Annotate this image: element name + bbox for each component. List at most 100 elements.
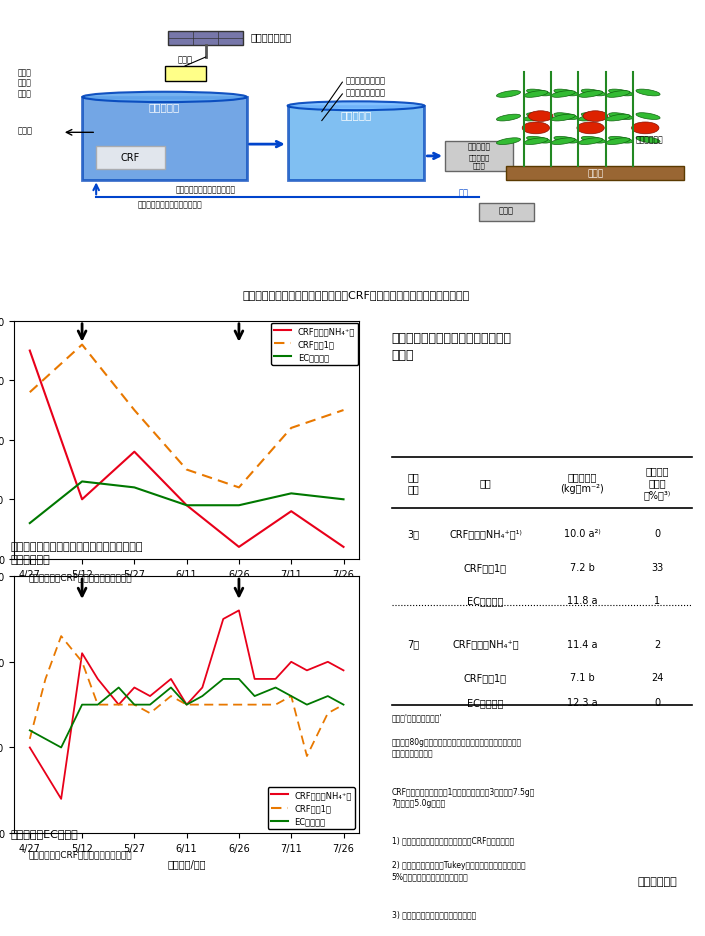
Legend: CRF分施・NH₄⁺減, CRF全量1回, EC濃度管理: CRF分施・NH₄⁺減, CRF全量1回, EC濃度管理	[271, 323, 358, 365]
Text: 下向き矢印はCRFを追加した時期を示す: 下向き矢印はCRFを追加した時期を示す	[28, 849, 132, 858]
Text: 2) 各播種期において、Tukeyの多重検定により同文字間に
5%水準で有意差がないことを表す: 2) 各播種期において、Tukeyの多重検定により同文字間に 5%水準で有意差が…	[392, 860, 525, 881]
X-axis label: 日付（月/日）: 日付（月/日）	[167, 584, 206, 594]
Text: CRF分施・NH₄⁺減: CRF分施・NH₄⁺減	[452, 639, 519, 649]
Ellipse shape	[579, 139, 603, 145]
Ellipse shape	[527, 138, 551, 144]
Ellipse shape	[608, 138, 632, 144]
Ellipse shape	[581, 113, 606, 121]
Text: EC濃度管理: EC濃度管理	[467, 697, 503, 708]
Text: 11.8 a: 11.8 a	[567, 595, 598, 606]
Text: 下向き矢印はCRFを追加した時期を示す: 下向き矢印はCRFを追加した時期を示す	[28, 573, 132, 582]
Text: 播種
時期: 播種 時期	[407, 472, 419, 493]
Text: 12.3 a: 12.3 a	[567, 697, 598, 708]
Ellipse shape	[606, 139, 630, 145]
Ellipse shape	[554, 138, 578, 144]
Bar	[168, 32, 243, 46]
Circle shape	[522, 123, 550, 135]
Bar	[82, 97, 247, 181]
Text: 図２　給液中の総窒素量に占めるアンモニア
態窒素の割合: 図２ 給液中の総窒素量に占めるアンモニア 態窒素の割合	[11, 541, 143, 564]
Bar	[164, 66, 206, 81]
Text: 0: 0	[654, 529, 661, 539]
Ellipse shape	[496, 92, 520, 98]
Ellipse shape	[606, 115, 630, 122]
Text: 水中ポンプ（タイマー制御）: 水中ポンプ（タイマー制御）	[176, 185, 235, 194]
Text: 33: 33	[651, 563, 663, 572]
Text: 水源へ: 水源へ	[18, 126, 32, 135]
Text: 0: 0	[654, 697, 661, 708]
Ellipse shape	[579, 115, 603, 122]
Text: 制御）: 制御）	[473, 162, 486, 168]
Text: 3月: 3月	[407, 529, 419, 539]
Ellipse shape	[524, 92, 548, 98]
Legend: CRF分施・NH₄⁺減, CRF全量1回, EC濃度管理: CRF分施・NH₄⁺減, CRF全量1回, EC濃度管理	[268, 787, 355, 829]
Ellipse shape	[636, 113, 660, 121]
Ellipse shape	[551, 115, 575, 122]
Text: 10.0 a²⁾: 10.0 a²⁾	[564, 529, 601, 539]
Ellipse shape	[288, 102, 424, 111]
Text: CRF全量1回: CRF全量1回	[464, 672, 507, 682]
Text: 排液: 排液	[459, 188, 469, 197]
Bar	[445, 142, 513, 171]
Text: 給水用
ボール
タップ: 給水用 ボール タップ	[18, 68, 32, 98]
Text: 拍動タンク: 拍動タンク	[341, 110, 372, 121]
Text: CRF全量1回: CRF全量1回	[464, 563, 507, 572]
Text: 水中ポンプ（ソーラーポンプ）: 水中ポンプ（ソーラーポンプ）	[137, 200, 202, 209]
Text: 隔離床: 隔離床	[587, 169, 603, 178]
Text: 7月: 7月	[407, 639, 419, 649]
Text: 図３　給液ECの推移: 図３ 給液ECの推移	[11, 828, 78, 839]
Text: 制御盤: 制御盤	[178, 55, 192, 65]
Circle shape	[577, 123, 604, 135]
Text: 2: 2	[654, 639, 661, 649]
Text: ソーラーパネル: ソーラーパネル	[250, 33, 291, 42]
Text: CRFを施用した区では、1作分の全窒素量を3月播種で7.5g、
7月播種で5.0gとした: CRFを施用した区では、1作分の全窒素量を3月播種で7.5g、 7月播種で5.0…	[392, 786, 535, 807]
Ellipse shape	[551, 92, 575, 98]
Text: 7.1 b: 7.1 b	[570, 672, 595, 682]
Text: 7.2 b: 7.2 b	[570, 563, 595, 572]
Text: EC濃度管理: EC濃度管理	[467, 595, 503, 606]
Text: （センサー: （センサー	[469, 154, 490, 161]
Ellipse shape	[524, 115, 548, 122]
Circle shape	[632, 123, 659, 135]
Text: 3) 収穫果数に対する尻腐れ果数の割合: 3) 収穫果数に対する尻腐れ果数の割合	[392, 910, 476, 918]
Text: 1) アンモニア態窒素含有量の少ないCRFの組み合わせ: 1) アンモニア態窒素含有量の少ないCRFの組み合わせ	[392, 836, 514, 845]
Text: 可販果収量
(kg・m⁻²): 可販果収量 (kg・m⁻²)	[560, 472, 604, 493]
Ellipse shape	[581, 90, 606, 96]
Bar	[96, 146, 164, 170]
Text: ポンプ: ポンプ	[499, 206, 514, 214]
Ellipse shape	[608, 90, 632, 96]
Text: （矢野孝喜）: （矢野孝喜）	[638, 876, 678, 886]
Text: 可販果は80g以上の果実で、正形果のほか、乱形果、チャッ
ク果、割れ果を含む: 可販果は80g以上の果実で、正形果のほか、乱形果、チャッ ク果、割れ果を含む	[392, 738, 522, 757]
Text: 図１　日射量対応型自動灌水装置とCRFを利用した簡易肥培管理システム: 図１ 日射量対応型自動灌水装置とCRFを利用した簡易肥培管理システム	[243, 290, 470, 300]
Ellipse shape	[527, 113, 551, 121]
Ellipse shape	[579, 92, 603, 98]
Ellipse shape	[496, 139, 520, 145]
Ellipse shape	[636, 90, 660, 96]
Ellipse shape	[636, 138, 660, 144]
Bar	[479, 204, 534, 222]
Text: 11.4 a: 11.4 a	[567, 639, 598, 649]
Ellipse shape	[551, 139, 575, 145]
Ellipse shape	[554, 90, 578, 96]
Text: 灌水開始センサー: 灌水開始センサー	[345, 76, 386, 85]
Ellipse shape	[527, 90, 551, 96]
Ellipse shape	[82, 93, 247, 103]
Ellipse shape	[581, 138, 606, 144]
Text: 1: 1	[654, 595, 661, 606]
Text: 尻腐れ果
発生率
（%）³⁾: 尻腐れ果 発生率 （%）³⁾	[644, 466, 671, 499]
Text: 圧送ポンプ: 圧送ポンプ	[467, 142, 491, 152]
Text: 24: 24	[651, 672, 663, 682]
Text: 処理: 処理	[479, 477, 491, 488]
Ellipse shape	[524, 139, 548, 145]
Text: 灌水停止センサー: 灌水停止センサー	[345, 88, 386, 96]
Circle shape	[528, 111, 553, 123]
X-axis label: 日付（月/日）: 日付（月/日）	[167, 858, 206, 869]
Text: 溶出タンク: 溶出タンク	[149, 102, 180, 111]
Text: CRF: CRF	[121, 154, 140, 163]
Ellipse shape	[608, 113, 632, 121]
Bar	[506, 167, 685, 181]
Ellipse shape	[606, 92, 630, 98]
Circle shape	[583, 111, 608, 123]
Text: 点滴チューブ: 点滴チューブ	[636, 135, 664, 144]
Text: CRF分施・NH₄⁺減¹⁾: CRF分施・NH₄⁺減¹⁾	[449, 529, 522, 539]
Ellipse shape	[496, 115, 520, 122]
